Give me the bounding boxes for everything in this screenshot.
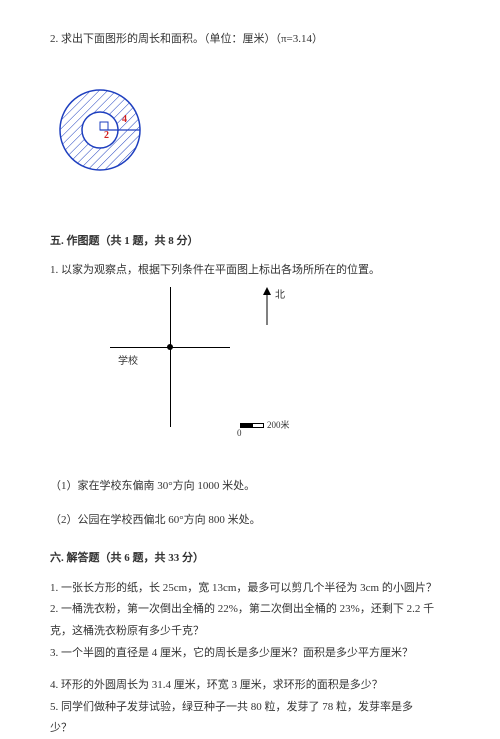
axis-vertical [170, 287, 171, 427]
section-5-sub1: （1）家在学校东偏南 30°方向 1000 米处。 [50, 477, 450, 497]
s6-q4: 4. 环形的外圆周长为 31.4 厘米，环宽 3 厘米，求环形的面积是多少？ [50, 676, 450, 696]
s6-q5-line1: 5. 同学们做种子发芽试验，绿豆种子一共 80 粒，发芽了 78 粒，发芽率是多 [50, 698, 450, 718]
section-5-header: 五. 作图题（共 1 题，共 8 分） [50, 232, 450, 252]
section-6-header: 六. 解答题（共 6 题，共 33 分） [50, 549, 450, 569]
scale-segment [240, 423, 252, 428]
s6-q5-line2: 少？ [50, 719, 450, 739]
scale-max-label: 200米 [267, 417, 290, 433]
school-label: 学校 [118, 353, 138, 371]
map-figure: 学校 北 0 200米 [90, 287, 310, 457]
question-2-text: 2. 求出下面图形的周长和面积。（单位：厘米）（π=3.14） [50, 30, 450, 50]
s6-q2-line1: 2. 一桶洗衣粉，第一次倒出全桶的 22%，第二次倒出全桶的 23%，还剩下 2… [50, 600, 450, 620]
section-5-q1: 1. 以家为观察点，根据下列条件在平面图上标出各场所所在的位置。 [50, 261, 450, 281]
north-arrow-icon [260, 287, 274, 327]
section-5-sub2: （2）公园在学校西偏北 60°方向 800 米处。 [50, 511, 450, 531]
spacer [50, 666, 450, 676]
s6-q3: 3. 一个半圆的直径是 4 厘米，它的周长是多少厘米？面积是多少平方厘米？ [50, 644, 450, 664]
label-inner-radius: 2 [104, 130, 109, 141]
s6-q1: 1. 一张长方形的纸，长 25cm，宽 13cm，最多可以剪几个半径为 3cm … [50, 579, 450, 599]
spacer [50, 54, 450, 72]
section-6-questions: 1. 一张长方形的纸，长 25cm，宽 13cm，最多可以剪几个半径为 3cm … [50, 579, 450, 739]
origin-dot [167, 344, 173, 350]
scale-bar: 200米 [240, 417, 290, 433]
north-label: 北 [275, 287, 285, 305]
scale-segment [252, 423, 264, 428]
s6-q2-line2: 克，这桶洗衣粉原有多少千克？ [50, 622, 450, 642]
label-outer-width: 4 [122, 114, 127, 125]
spacer [50, 501, 450, 511]
spacer [50, 196, 450, 214]
annulus-figure: 2 4 [50, 80, 450, 188]
